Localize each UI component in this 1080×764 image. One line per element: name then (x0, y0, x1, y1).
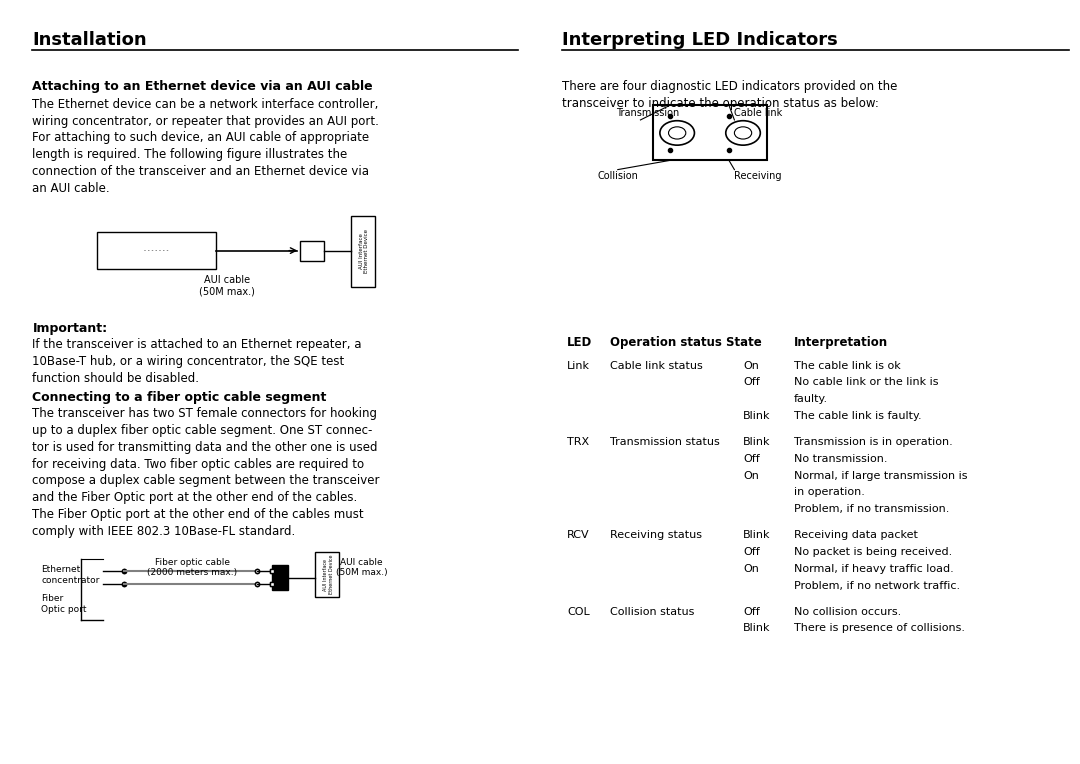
Text: There are four diagnostic LED indicators provided on the: There are four diagnostic LED indicators… (562, 80, 897, 93)
Text: Blink: Blink (743, 437, 770, 447)
Text: Problem, if no transmission.: Problem, if no transmission. (794, 504, 949, 514)
Text: LED: LED (567, 336, 592, 349)
Text: Interpreting LED Indicators: Interpreting LED Indicators (562, 31, 837, 49)
Text: No transmission.: No transmission. (794, 454, 888, 464)
Text: No packet is being received.: No packet is being received. (794, 547, 953, 557)
Text: Connecting to a fiber optic cable segment: Connecting to a fiber optic cable segmen… (32, 391, 327, 404)
FancyBboxPatch shape (653, 105, 767, 160)
Text: Blink: Blink (743, 530, 770, 540)
Text: Fiber optic cable
(2000 meters max.): Fiber optic cable (2000 meters max.) (147, 558, 238, 577)
Text: Off: Off (743, 607, 760, 617)
Text: The cable link is faulty.: The cable link is faulty. (794, 411, 921, 421)
Text: There is presence of collisions.: There is presence of collisions. (794, 623, 964, 633)
Text: On: On (743, 361, 759, 371)
Text: Blink: Blink (743, 623, 770, 633)
Text: Normal, if large transmission is: Normal, if large transmission is (794, 471, 968, 481)
Text: Off: Off (743, 547, 760, 557)
Text: No collision occurs.: No collision occurs. (794, 607, 901, 617)
Text: AUI cable
(50M max.): AUI cable (50M max.) (336, 558, 388, 577)
Text: Installation: Installation (32, 31, 147, 49)
Text: 10Base-T hub, or a wiring concentrator, the SQE test: 10Base-T hub, or a wiring concentrator, … (32, 355, 345, 368)
Text: Link: Link (567, 361, 590, 371)
Text: If the transceiver is attached to an Ethernet repeater, a: If the transceiver is attached to an Eth… (32, 338, 362, 351)
Text: in operation.: in operation. (794, 487, 865, 497)
Text: function should be disabled.: function should be disabled. (32, 372, 200, 385)
Text: On: On (743, 564, 759, 574)
Text: for receiving data. Two fiber optic cables are required to: for receiving data. Two fiber optic cabl… (32, 458, 365, 471)
Text: transceiver to indicate the operation status as below:: transceiver to indicate the operation st… (562, 97, 878, 110)
Text: Receiving: Receiving (734, 171, 782, 181)
FancyBboxPatch shape (300, 241, 324, 261)
Text: Transmission: Transmission (616, 108, 679, 118)
Text: Off: Off (743, 377, 760, 387)
FancyBboxPatch shape (351, 216, 375, 286)
Text: The Ethernet device can be a network interface controller,: The Ethernet device can be a network int… (32, 98, 379, 111)
Text: Interpretation: Interpretation (794, 336, 888, 349)
Text: connection of the transceiver and an Ethernet device via: connection of the transceiver and an Eth… (32, 165, 369, 178)
FancyBboxPatch shape (315, 552, 339, 597)
Text: Transmission is in operation.: Transmission is in operation. (794, 437, 953, 447)
Text: The Fiber Optic port at the other end of the cables must: The Fiber Optic port at the other end of… (32, 508, 364, 521)
Text: - - - - - - -: - - - - - - - (145, 248, 168, 253)
Text: Cable link status: Cable link status (610, 361, 703, 371)
Text: The transceiver has two ST female connectors for hooking: The transceiver has two ST female connec… (32, 407, 377, 420)
Text: Problem, if no network traffic.: Problem, if no network traffic. (794, 581, 960, 591)
Text: Normal, if heavy traffic load.: Normal, if heavy traffic load. (794, 564, 954, 574)
Text: up to a duplex fiber optic cable segment. One ST connec-: up to a duplex fiber optic cable segment… (32, 424, 373, 437)
Text: Blink: Blink (743, 411, 770, 421)
Text: COL: COL (567, 607, 590, 617)
Text: Transmission status: Transmission status (610, 437, 720, 447)
Text: Off: Off (743, 454, 760, 464)
Text: Collision status: Collision status (610, 607, 694, 617)
Text: No cable link or the link is: No cable link or the link is (794, 377, 939, 387)
Text: Attaching to an Ethernet device via an AUI cable: Attaching to an Ethernet device via an A… (32, 80, 373, 93)
Text: Cable link: Cable link (734, 108, 783, 118)
Text: tor is used for transmitting data and the other one is used: tor is used for transmitting data and th… (32, 441, 378, 454)
Text: AUI Interface
Ethernet Device: AUI Interface Ethernet Device (323, 555, 334, 594)
Text: RCV: RCV (567, 530, 590, 540)
Text: The cable link is ok: The cable link is ok (794, 361, 901, 371)
Text: Collision: Collision (597, 171, 638, 181)
Text: Ethernet
concentrator: Ethernet concentrator (41, 565, 99, 584)
Text: For attaching to such device, an AUI cable of appropriate: For attaching to such device, an AUI cab… (32, 131, 369, 144)
Text: Receiving status: Receiving status (610, 530, 702, 540)
Text: Important:: Important: (32, 322, 108, 335)
Text: AUI Interface
Ethernet Device: AUI Interface Ethernet Device (359, 229, 369, 274)
Text: and the Fiber Optic port at the other end of the cables.: and the Fiber Optic port at the other en… (32, 491, 357, 504)
Text: AUI cable
(50M max.): AUI cable (50M max.) (199, 275, 255, 296)
Text: Operation status State: Operation status State (610, 336, 762, 349)
Text: comply with IEEE 802.3 10Base-FL standard.: comply with IEEE 802.3 10Base-FL standar… (32, 525, 296, 538)
FancyBboxPatch shape (97, 232, 216, 269)
Text: length is required. The following figure illustrates the: length is required. The following figure… (32, 148, 348, 161)
Text: Receiving data packet: Receiving data packet (794, 530, 918, 540)
Text: faulty.: faulty. (794, 394, 828, 404)
Text: TRX: TRX (567, 437, 589, 447)
Text: wiring concentrator, or repeater that provides an AUI port.: wiring concentrator, or repeater that pr… (32, 115, 379, 128)
Text: On: On (743, 471, 759, 481)
Text: compose a duplex cable segment between the transceiver: compose a duplex cable segment between t… (32, 474, 380, 487)
FancyBboxPatch shape (272, 565, 288, 590)
Text: an AUI cable.: an AUI cable. (32, 182, 110, 195)
Text: Fiber
Optic port: Fiber Optic port (41, 594, 86, 613)
